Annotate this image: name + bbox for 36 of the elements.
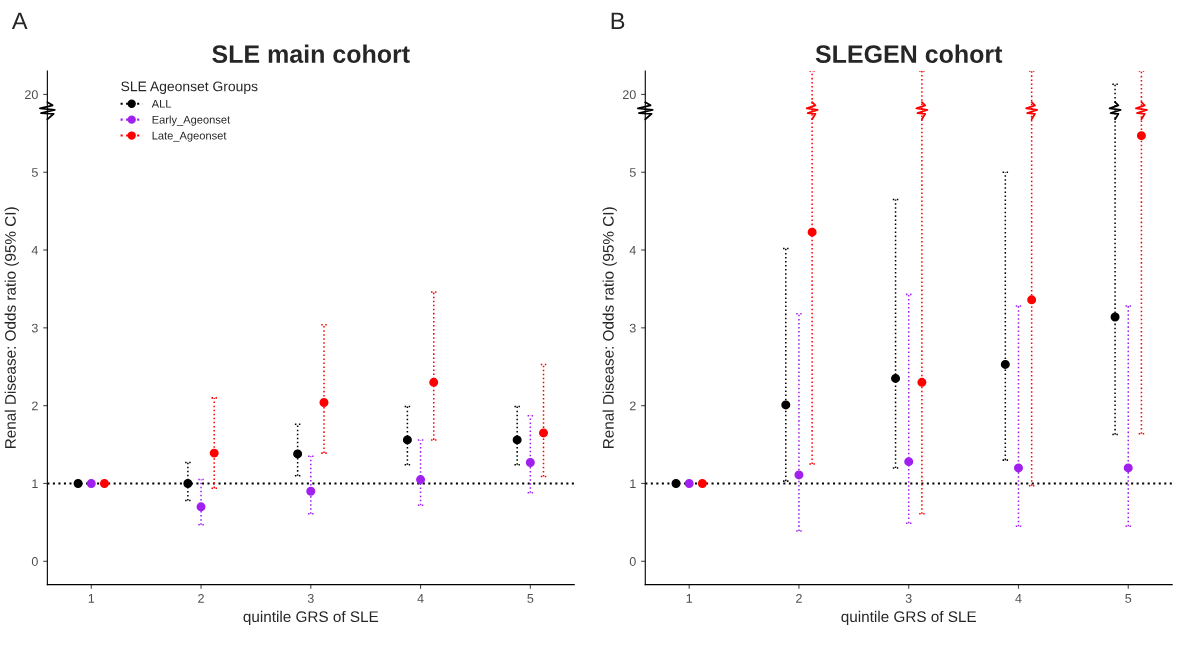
y-tick-label: 5 <box>629 168 636 177</box>
y-tick-label: 1 <box>630 479 636 488</box>
x-tick-label: 3 <box>905 593 912 603</box>
text: 20 <box>622 90 636 100</box>
x-axis-title: quintile GRS of SLE <box>841 610 976 626</box>
chart-title: SLE main cohort <box>212 44 410 63</box>
y-axis-title: Renal Disease: Odds ratio (95% CI) <box>602 207 617 449</box>
x-tick-label: 2 <box>198 593 204 603</box>
legend-label: Early_Ageonset <box>152 115 231 126</box>
y-tick-label: 4 <box>629 245 636 255</box>
x-tick-label: 5 <box>527 594 534 603</box>
text: B <box>611 12 625 30</box>
x-axis-title: quintile GRS of SLE <box>243 610 379 626</box>
x-tick-label: 4 <box>417 594 424 603</box>
legend-label: ALL <box>151 99 172 108</box>
y-tick-label: 5 <box>31 168 38 177</box>
y-tick-label: 2 <box>32 401 38 411</box>
y-tick-label: 3 <box>31 323 38 333</box>
legend-title: SLE Ageonset Groups <box>121 81 258 95</box>
text: A <box>11 12 28 30</box>
x-tick-label: 5 <box>1125 594 1132 603</box>
text: 20 <box>25 90 38 100</box>
y-tick-label: 0 <box>629 557 636 566</box>
chart-title: SLEGEN cohort <box>815 44 1003 63</box>
y-axis-title: Renal Disease: Odds ratio (95% CI) <box>4 207 19 449</box>
y-tick-label: 1 <box>32 479 38 488</box>
y-tick-label: 3 <box>629 323 636 333</box>
y-tick-label: 4 <box>31 245 38 255</box>
y-tick-label: 0 <box>31 557 38 566</box>
x-tick-label: 1 <box>686 594 693 603</box>
y-tick-label: 2 <box>629 401 636 411</box>
legend-label: Late_Ageonset <box>152 131 227 142</box>
x-tick-label: 4 <box>1015 594 1022 603</box>
x-tick-label: 1 <box>88 594 95 603</box>
x-tick-label: 3 <box>307 593 314 603</box>
x-tick-label: 2 <box>796 593 802 603</box>
